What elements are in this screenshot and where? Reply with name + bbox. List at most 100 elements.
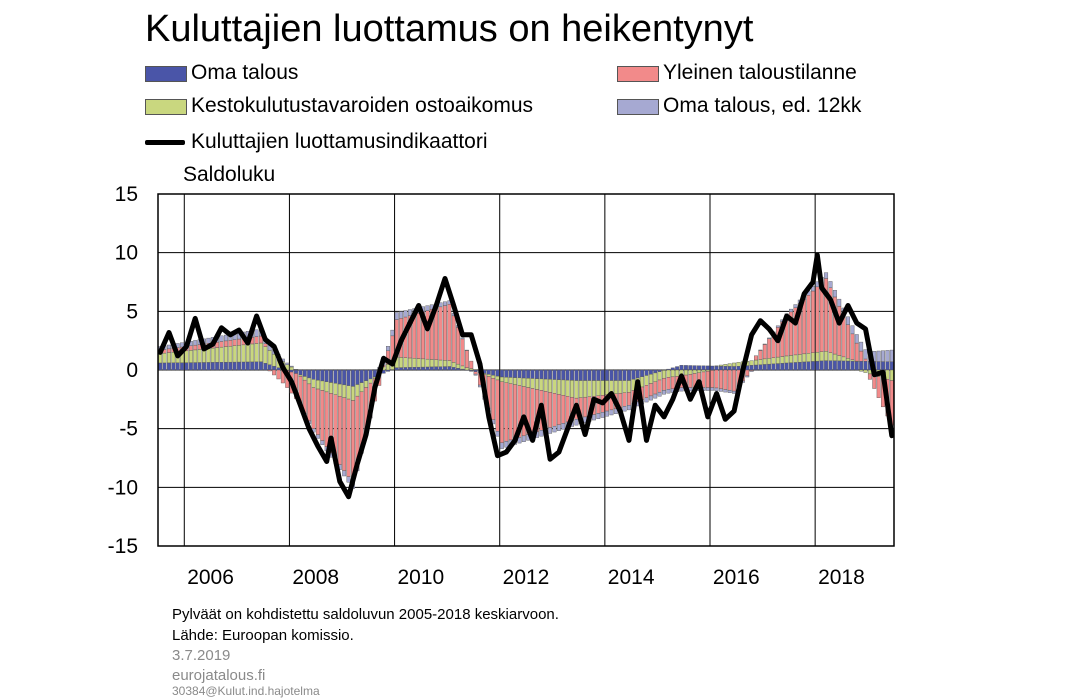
bar-segment <box>662 370 666 379</box>
bar-segment <box>714 387 719 391</box>
bar-segment <box>754 364 758 371</box>
bar-segment <box>561 423 566 430</box>
bar-segment <box>210 362 215 371</box>
bar-segment <box>863 369 868 373</box>
bar-segment <box>648 374 653 384</box>
bar-segment <box>443 301 447 306</box>
bar-segment <box>495 431 500 437</box>
bar-segment <box>666 389 671 394</box>
bar-segment <box>683 365 688 371</box>
bar-segment <box>193 340 198 346</box>
bar-segment <box>784 362 789 371</box>
bar-segment <box>697 369 701 373</box>
bar-segment <box>508 383 513 441</box>
bar-segment <box>539 430 544 437</box>
bar-segment <box>758 349 763 351</box>
bar-segment <box>259 342 263 362</box>
bar-segment <box>889 349 894 362</box>
legend-swatch-oma-talous <box>145 66 187 82</box>
bar-segment <box>872 375 877 389</box>
bar-segment <box>219 335 224 342</box>
bar-segment <box>679 365 684 371</box>
bar-segment <box>302 376 307 381</box>
bar-segment <box>451 315 456 363</box>
bar-segment <box>460 337 465 340</box>
bar-segment <box>631 369 636 380</box>
bar-segment <box>219 362 224 371</box>
bar-segment <box>315 369 320 381</box>
bar-segment <box>552 369 557 380</box>
bar-segment <box>837 360 842 371</box>
bar-segment <box>162 362 167 371</box>
bar-segment <box>403 310 408 318</box>
bar-segment <box>451 362 456 368</box>
bar-segment <box>250 343 255 363</box>
bar-segment <box>670 376 675 389</box>
bar-segment <box>688 369 693 375</box>
bar-segment <box>657 371 662 381</box>
bar-segment <box>499 442 504 449</box>
bar-segment <box>543 378 548 392</box>
bar-segment <box>850 333 855 360</box>
bar-segment <box>311 387 316 429</box>
bar-segment <box>596 380 601 396</box>
publish-date: 3.7.2019 <box>172 647 231 664</box>
bar-segment <box>714 365 719 367</box>
bar-segment <box>412 367 417 371</box>
bar-segment <box>473 371 478 375</box>
bar-segment <box>745 375 750 378</box>
bar-segment <box>863 361 868 371</box>
x-tick-label: 2018 <box>818 566 865 589</box>
bar-segment <box>425 358 430 368</box>
bar-segment <box>574 380 579 399</box>
bar-segment <box>508 377 513 384</box>
bar-segment <box>499 369 504 378</box>
bar-segment <box>657 391 662 397</box>
bar-segment <box>771 363 776 371</box>
bar-segment <box>521 386 526 437</box>
bar-segment <box>276 369 281 380</box>
bar-segment <box>723 369 728 390</box>
bar-segment <box>263 346 268 364</box>
bar-segment <box>797 361 802 371</box>
bar-segment <box>188 362 193 371</box>
bar-segment <box>206 337 211 344</box>
bar-segment <box>456 363 461 369</box>
bar-segment <box>758 359 763 365</box>
bar-segment <box>188 350 193 363</box>
bar-segment <box>749 365 754 371</box>
bar-segment <box>508 369 513 378</box>
bar-segment <box>464 350 469 368</box>
bar-segment <box>622 406 627 412</box>
bar-segment <box>298 369 303 376</box>
legend-label: Oma talous, ed. 12kk <box>663 94 862 117</box>
bar-segment <box>618 380 623 394</box>
bar-segment <box>342 369 347 386</box>
bar-segment <box>622 380 627 393</box>
bar-segment <box>329 369 333 383</box>
bar-segment <box>250 361 255 371</box>
bar-segment <box>876 350 881 362</box>
bar-segment <box>223 346 228 363</box>
bar-segment <box>881 361 885 371</box>
x-tick-label: 2012 <box>503 566 550 589</box>
bar-segment <box>425 305 430 311</box>
bar-segment <box>320 380 325 391</box>
bar-segment <box>679 387 684 392</box>
bar-segment <box>403 367 408 371</box>
bar-segment <box>613 380 618 394</box>
plot-frame <box>157 193 895 547</box>
bar-segment <box>390 329 395 337</box>
bar-segment <box>719 365 723 371</box>
bar-segment <box>754 359 758 366</box>
bar-segment <box>241 344 246 363</box>
bar-segment <box>828 281 833 288</box>
bar-segment <box>841 356 846 362</box>
bar-segment <box>254 343 259 363</box>
bar-segment <box>565 379 570 397</box>
bar-segment <box>719 369 723 389</box>
bar-segment <box>815 360 820 371</box>
bar-segment <box>355 384 360 397</box>
bar-segment <box>219 346 224 363</box>
bar-segment <box>289 365 294 368</box>
